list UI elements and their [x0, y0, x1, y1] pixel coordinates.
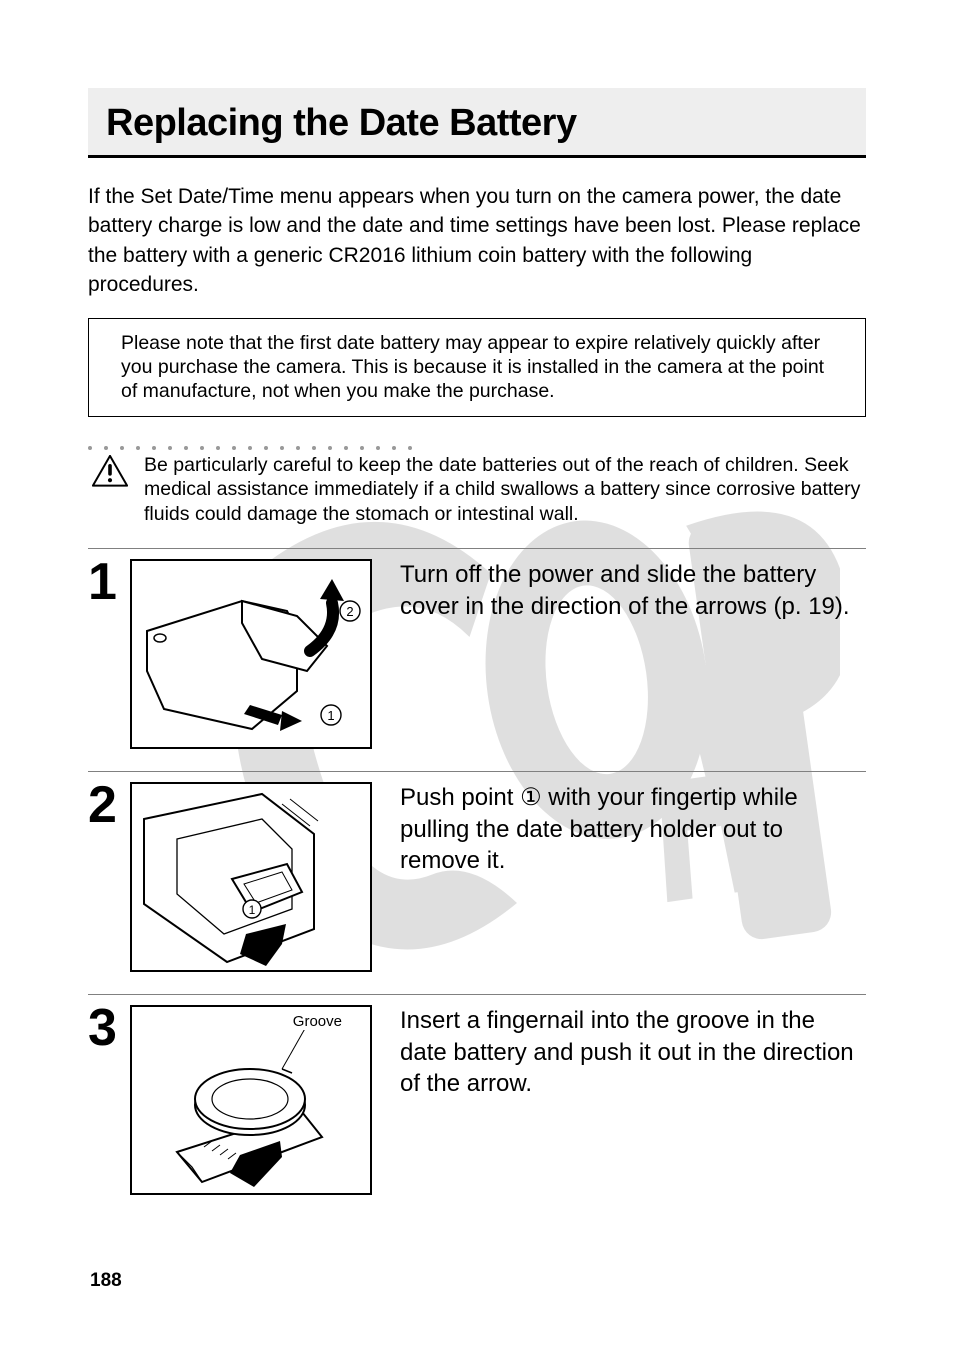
step-1: 1 1 2 — [88, 549, 866, 771]
caution-block: Be particularly careful to keep the date… — [88, 453, 866, 527]
section-title: Replacing the Date Battery — [106, 102, 848, 145]
intro-paragraph: If the Set Date/Time menu appears when y… — [88, 182, 866, 300]
step-number-2: 2 — [88, 782, 122, 829]
groove-label: Groove — [293, 1013, 342, 1030]
warning-triangle-icon — [92, 455, 128, 487]
page-number: 188 — [90, 1270, 122, 1292]
svg-text:1: 1 — [249, 903, 256, 917]
svg-text:1: 1 — [327, 708, 334, 723]
note-box: Please note that the first date battery … — [88, 318, 866, 417]
note-text: Please note that the first date battery … — [121, 332, 824, 403]
step-1-text: Turn off the power and slide the battery… — [400, 559, 866, 621]
step-2-text: Push point ① with your fingertip while p… — [400, 782, 866, 876]
caution-text: Be particularly careful to keep the date… — [144, 453, 866, 527]
step-number-3: 3 — [88, 1005, 122, 1052]
svg-text:2: 2 — [346, 604, 353, 619]
dotted-separator — [88, 437, 866, 445]
step-2-illustration: 1 — [130, 782, 372, 972]
step-1-illustration: 1 2 — [130, 559, 372, 749]
section-title-bar: Replacing the Date Battery — [88, 88, 866, 158]
step-2: 2 1 Push point ① with your fingertip whi — [88, 772, 866, 994]
step-number-1: 1 — [88, 559, 122, 606]
step-3: 3 Groove Insert a fing — [88, 995, 866, 1217]
step-3-illustration: Groove — [130, 1005, 372, 1195]
step-3-text: Insert a fingernail into the groove in t… — [400, 1005, 866, 1099]
